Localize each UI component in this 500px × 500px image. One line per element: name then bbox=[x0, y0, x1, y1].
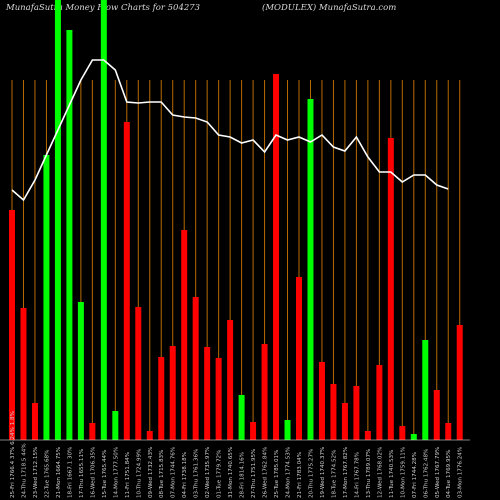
price-line bbox=[11, 59, 449, 202]
flow-bar-down bbox=[273, 74, 280, 440]
flow-bar-down bbox=[399, 426, 406, 440]
x-tick-label: 14-Fri 1767.78% bbox=[354, 452, 360, 498]
x-tick-label: 17-Mon 1767.82% bbox=[343, 447, 349, 498]
x-tick-label: 03-Mon 1776.24% bbox=[458, 447, 464, 498]
flow-bar-down bbox=[31, 403, 38, 440]
x-tick-label: 11-Fri 1751.84% bbox=[125, 452, 131, 498]
x-axis-labels: 25-Fri 1766.4 37% 6.24% 1.8% 24-Thu 1718.… bbox=[10, 411, 464, 498]
x-tick-label: 20-Thu 1775.27% bbox=[308, 449, 314, 498]
flow-bar-down bbox=[330, 384, 337, 440]
x-tick-label: 27-Thu 1751.95% bbox=[251, 449, 257, 498]
x-tick-label: 25-Tue 1785.01% bbox=[274, 450, 280, 498]
flow-bar-down bbox=[181, 230, 188, 440]
flow-bar-down bbox=[158, 357, 165, 440]
x-tick-label: 10-Thu 1724.99% bbox=[136, 449, 142, 498]
flow-bar-up bbox=[100, 0, 107, 440]
x-tick-label: 13-Thu 1789.07% bbox=[366, 449, 372, 498]
x-tick-label: 09-Wed 1732.43% bbox=[148, 447, 154, 498]
flow-bar-down bbox=[192, 297, 199, 440]
flow-bar-up bbox=[77, 302, 84, 440]
x-tick-label: 10-Mon 1759.11% bbox=[400, 447, 406, 498]
x-tick-label: 07-Fri 1744.28% bbox=[412, 452, 418, 498]
flow-bar-down bbox=[387, 138, 394, 440]
x-tick-label: 22-Tue 1765.68% bbox=[44, 450, 50, 498]
flow-bars bbox=[9, 0, 463, 440]
flow-bar-down bbox=[146, 431, 153, 440]
flow-bar-down bbox=[318, 362, 325, 440]
x-tick-label: 17-Thu 1655.11% bbox=[79, 449, 85, 498]
flow-bar-down bbox=[376, 365, 383, 440]
flow-bar-up bbox=[238, 395, 245, 440]
flow-bar-down bbox=[353, 386, 360, 440]
x-tick-label: 12-Wed 1768.02% bbox=[377, 447, 383, 498]
x-tick-label: 19-Wed 1740.37% bbox=[320, 447, 326, 498]
site-name: (MODULEX) MunafaSutra.com bbox=[262, 3, 397, 13]
flow-bar-up bbox=[284, 420, 291, 440]
flow-bar-down bbox=[364, 431, 371, 440]
x-tick-label: 24-Mon 1774.53% bbox=[286, 447, 292, 498]
flow-bar-down bbox=[215, 358, 222, 440]
flow-bar-down bbox=[204, 347, 211, 440]
flow-bar-up bbox=[410, 434, 417, 440]
x-tick-label: 14-Mon 1777.50% bbox=[113, 447, 119, 498]
flow-bar-down bbox=[250, 422, 257, 440]
flow-bar-down bbox=[433, 390, 440, 440]
x-tick-label: 21-Fri 1783.04% bbox=[297, 452, 303, 498]
flow-bar-down bbox=[123, 122, 130, 440]
flow-bar-up bbox=[43, 155, 50, 440]
x-tick-label: 06-Thu 1762.48% bbox=[423, 449, 429, 498]
flow-bar-down bbox=[456, 325, 463, 440]
x-tick-label: 23-Wed 1712.15% bbox=[33, 447, 39, 498]
x-tick-label: 04-Tue 1769.95% bbox=[446, 450, 452, 498]
flow-bar-up bbox=[66, 30, 73, 440]
x-tick-label: 15-Tue 1765.44% bbox=[102, 450, 108, 498]
x-tick-label: 08-Tue 1715.83% bbox=[159, 450, 165, 498]
x-tick-label: 25-Fri 1766.4 37% 6.24% 1.8% bbox=[10, 411, 16, 498]
flow-bar-down bbox=[9, 210, 15, 440]
flow-bar-up bbox=[54, 0, 61, 440]
x-tick-label: 02-Wed 1735.97% bbox=[205, 447, 211, 498]
x-tick-label: 26-Wed 1762.84% bbox=[263, 447, 269, 498]
x-tick-label: 04-Fri 1738.18% bbox=[182, 452, 188, 498]
x-tick-label: 18-Tue 1774.52% bbox=[331, 450, 337, 498]
flow-bar-down bbox=[20, 308, 27, 440]
x-tick-label: 31-Mon 1740.65% bbox=[228, 447, 234, 498]
flow-bar-down bbox=[169, 346, 176, 440]
flow-bar-up bbox=[422, 340, 429, 440]
flow-bar-down bbox=[296, 277, 302, 440]
flow-bar-up bbox=[112, 411, 119, 440]
x-tick-label: 05-Wed 1767.79% bbox=[435, 447, 441, 498]
x-tick-label: 01-Tue 1779.72% bbox=[217, 450, 223, 498]
x-tick-label: 21-Mon 1664.75% bbox=[56, 447, 62, 498]
x-tick-label: 28-Fri 1814.16% bbox=[240, 452, 246, 498]
flow-bar-down bbox=[261, 344, 268, 440]
flow-bar-down bbox=[445, 423, 452, 440]
x-tick-label: 07-Mon 1744.76% bbox=[171, 447, 177, 498]
flow-bar-up bbox=[307, 99, 314, 440]
x-tick-label: 11-Tue 1740.53% bbox=[389, 450, 395, 498]
x-tick-label: 16-Wed 1706.35% bbox=[90, 447, 96, 498]
x-tick-label: 24-Thu 1718.5 44% bbox=[21, 443, 27, 498]
x-tick-label: 18-Fri 1667.1 30% bbox=[67, 447, 73, 498]
flow-bar-down bbox=[89, 423, 96, 440]
flow-bar-down bbox=[341, 403, 348, 440]
x-tick-label: 03-Thu 1761.36% bbox=[194, 449, 200, 498]
flow-bar-down bbox=[227, 320, 234, 440]
flow-bar-down bbox=[135, 307, 142, 440]
